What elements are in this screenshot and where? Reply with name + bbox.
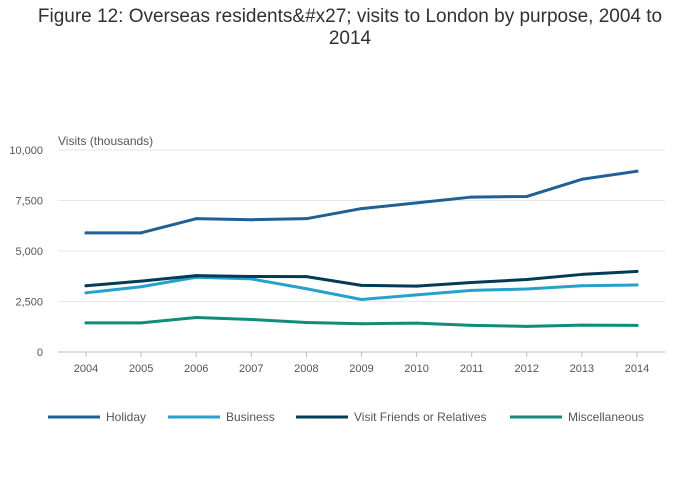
x-tick-label: 2010 [404, 363, 428, 375]
data-point [249, 218, 253, 222]
data-point [635, 283, 639, 287]
data-point [360, 207, 363, 211]
data-point [525, 194, 529, 198]
data-point [580, 177, 584, 181]
data-point [580, 284, 584, 288]
series-line-holiday [84, 169, 639, 235]
data-point [470, 281, 474, 285]
data-point [635, 169, 639, 173]
legend-label: Visit Friends or Relatives [354, 410, 487, 424]
data-point [635, 269, 639, 273]
series-line-business [84, 275, 639, 301]
data-point [194, 217, 198, 221]
data-point [525, 277, 529, 281]
legend-item: Miscellaneous [510, 410, 644, 424]
data-point [249, 274, 253, 278]
data-point [360, 322, 363, 326]
data-point [304, 275, 308, 279]
y-tick-label: 0 [37, 347, 43, 359]
data-point [84, 231, 88, 235]
data-point [304, 287, 308, 291]
data-point [139, 285, 143, 289]
data-point [525, 287, 529, 291]
y-axis-label: Visits (thousands) [58, 134, 153, 148]
y-tick-label: 7,500 [15, 196, 43, 208]
data-point [635, 323, 639, 327]
data-point [84, 291, 88, 295]
data-point [139, 231, 143, 235]
x-tick-label: 2009 [349, 363, 373, 375]
x-tick-label: 2004 [74, 363, 98, 375]
data-point [470, 195, 474, 199]
y-tick-label: 2,500 [15, 297, 43, 309]
x-tick-label: 2008 [294, 363, 318, 375]
data-point [470, 288, 474, 292]
x-tick-label: 2005 [129, 363, 153, 375]
data-point [84, 321, 88, 325]
data-point [580, 323, 584, 327]
legend-label: Business [226, 410, 275, 424]
x-tick-label: 2013 [570, 363, 594, 375]
y-tick-label: 10,000 [9, 145, 43, 157]
data-point [415, 321, 419, 325]
data-point [304, 217, 308, 221]
data-point [580, 272, 584, 276]
chart-title: Figure 12: Overseas residents&#x27; visi… [37, 6, 663, 49]
data-point [249, 317, 253, 321]
legend-label: Holiday [106, 410, 146, 424]
data-point [415, 201, 419, 205]
legend-item: Visit Friends or Relatives [296, 410, 487, 424]
data-point [415, 284, 419, 288]
data-point [470, 323, 474, 327]
x-tick-label: 2011 [460, 363, 484, 375]
legend-label: Miscellaneous [568, 410, 644, 424]
x-tick-label: 2014 [625, 363, 649, 375]
data-point [84, 284, 88, 288]
data-point [304, 321, 308, 325]
data-point [360, 283, 363, 287]
data-point [360, 297, 363, 301]
legend-item: Holiday [48, 410, 146, 424]
x-tick-label: 2012 [515, 363, 539, 375]
y-tick-label: 5,000 [15, 246, 43, 258]
x-tick-label: 2006 [184, 363, 208, 375]
data-point [525, 324, 529, 328]
legend-item: Business [168, 410, 275, 424]
x-tick-label: 2007 [239, 363, 263, 375]
data-point [194, 315, 198, 319]
data-point [194, 274, 198, 278]
data-point [139, 321, 143, 325]
data-point [249, 277, 253, 281]
data-point [415, 293, 419, 297]
data-point [139, 279, 143, 283]
